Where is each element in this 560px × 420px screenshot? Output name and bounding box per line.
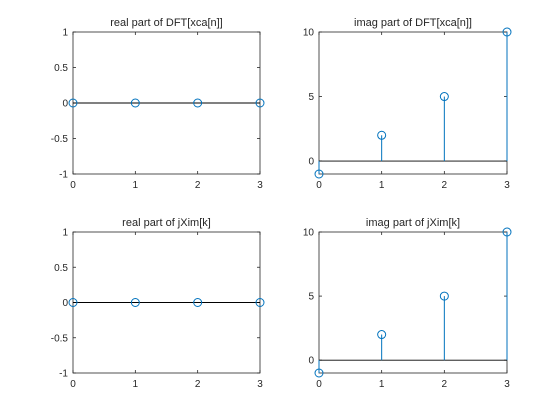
- y-tick-label: 0: [62, 298, 68, 309]
- stem-marker: [68, 298, 78, 307]
- x-tick-label: 3: [257, 379, 263, 390]
- stem-marker: [68, 98, 78, 108]
- x-tick-label: 2: [442, 180, 448, 191]
- y-tick-label: 0: [62, 99, 68, 110]
- y-tick-label: 0: [308, 157, 314, 168]
- stem-marker: [439, 92, 449, 102]
- x-tick-label: 0: [70, 379, 76, 390]
- stem-marker: [193, 98, 203, 108]
- stem-marker: [502, 227, 512, 237]
- stem-marker: [502, 27, 512, 37]
- y-tick-label: 1: [62, 28, 68, 39]
- stem-marker: [377, 130, 387, 140]
- stem-marker: [255, 98, 265, 108]
- x-tick-label: 2: [442, 379, 448, 390]
- y-tick-label: 1: [62, 228, 68, 239]
- stem-marker: [130, 298, 140, 307]
- x-tick-label: 1: [133, 180, 139, 191]
- stem-marker: [255, 298, 265, 307]
- y-tick-label: 5: [308, 92, 314, 103]
- stem-marker: [439, 291, 449, 301]
- y-tick-label: 0.5: [54, 63, 68, 74]
- stem-marker: [377, 330, 387, 340]
- x-tick-label: 1: [379, 180, 385, 191]
- x-tick-label: 3: [504, 180, 510, 191]
- y-tick-label: 0.5: [54, 263, 68, 274]
- stem-marker: [193, 298, 203, 307]
- x-tick-label: 0: [70, 180, 76, 191]
- x-tick-label: 2: [195, 180, 201, 191]
- subplot-title: imag part of DFT[xca[n]]: [354, 17, 472, 29]
- y-tick-label: -0.5: [51, 134, 69, 145]
- subplot-4: imag part of jXim[k] 0 1 2 3 0 5 10: [303, 217, 512, 390]
- x-tick-label: 1: [379, 379, 385, 390]
- y-tick-label: -0.5: [51, 333, 69, 344]
- subplot-title: imag part of jXim[k]: [366, 217, 460, 229]
- y-tick-label: 10: [303, 228, 315, 239]
- y-tick-label: 5: [308, 292, 314, 303]
- x-tick-label: 2: [195, 379, 201, 390]
- subplot-title: real part of jXim[k]: [122, 217, 211, 229]
- x-tick-label: 1: [133, 379, 139, 390]
- subplot-2: imag part of DFT[xca[n]] 0 1 2 3 0 5 10: [303, 17, 512, 191]
- x-tick-label: 0: [316, 379, 322, 390]
- y-tick-label: 10: [303, 28, 315, 39]
- x-tick-label: 0: [316, 180, 322, 191]
- subplot-3: real part of jXim[k] 0 1 2 3 -1 -0.5 0 0.5 1: [51, 217, 265, 390]
- stem-marker: [130, 98, 140, 108]
- stem-marker: [314, 169, 324, 179]
- stem-marker: [314, 368, 324, 378]
- x-tick-label: 3: [504, 379, 510, 390]
- axes-frame: [318, 231, 508, 374]
- y-tick-label: -1: [59, 369, 68, 380]
- subplot-title: real part of DFT[xca[n]]: [110, 17, 222, 29]
- axes-frame: [318, 31, 508, 175]
- subplot-1: real part of DFT[xca[n]] 0 1 2 3 -1 -0.5 0 0.5 1: [51, 17, 265, 191]
- y-tick-label: -1: [59, 170, 68, 181]
- y-tick-label: 0: [308, 356, 314, 367]
- x-tick-label: 3: [257, 180, 263, 191]
